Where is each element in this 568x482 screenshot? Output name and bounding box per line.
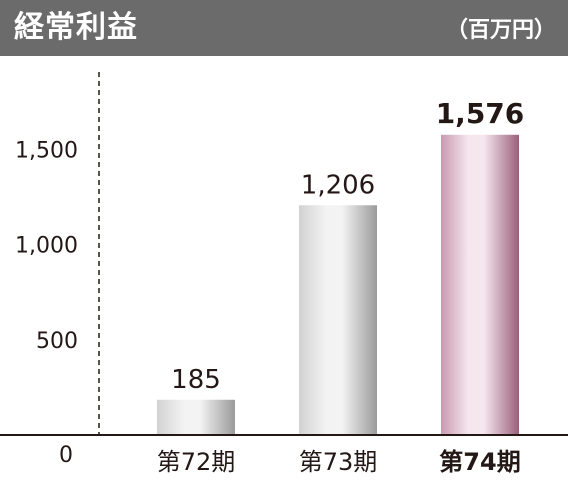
x-category-label: 第74期 [439, 448, 520, 476]
x-category-label: 第72期 [157, 448, 236, 476]
bars [157, 134, 519, 435]
y-tick-label: 500 [36, 329, 78, 354]
bar-2 [299, 205, 377, 435]
y-axis-ticks: 0 500 1,000 1,500 [15, 138, 78, 468]
chart-header: 経常利益 （百万円） [0, 0, 568, 56]
y-tick-label: 1,000 [15, 234, 78, 259]
value-labels: 185 1,206 1,576 [171, 97, 524, 395]
bar-1 [157, 399, 235, 435]
y-tick-label: 1,500 [15, 138, 78, 163]
x-category-label: 第73期 [299, 448, 378, 476]
bar-value-label: 1,206 [301, 170, 375, 200]
chart-title: 経常利益 [14, 10, 138, 45]
bar-value-label: 1,576 [436, 97, 525, 130]
bar-3 [441, 134, 519, 435]
chart-unit: （百万円） [445, 18, 556, 43]
y-tick-label: 0 [59, 443, 73, 468]
x-axis-labels: 第72期 第73期 第74期 [157, 448, 521, 476]
bar-value-label: 185 [171, 365, 221, 395]
